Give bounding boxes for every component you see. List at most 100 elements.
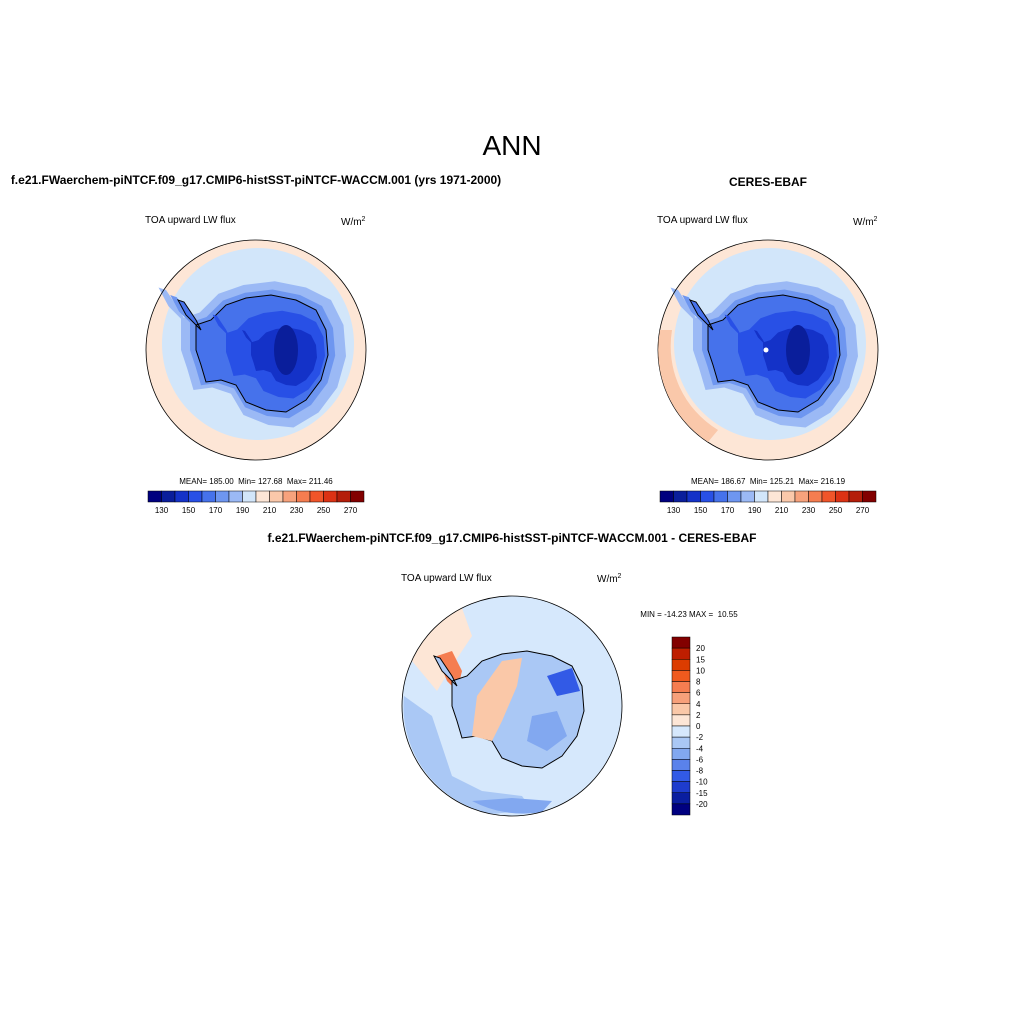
panel-title: CERES-EBAF (729, 175, 807, 189)
colorbar-box (808, 490, 823, 503)
units-label: W/m2 (853, 216, 878, 228)
colorbar-box (671, 703, 691, 716)
colorbar-label: 0 (696, 722, 701, 731)
units-exponent: 2 (874, 216, 878, 223)
colorbar-box (228, 490, 243, 503)
colorbar-label: 150 (694, 506, 708, 515)
stats: MEAN= 185.00 Min= 127.68 Max= 211.46 (179, 477, 333, 486)
variable-label: TOA upward LW flux (145, 215, 236, 226)
colorbar-label: 20 (696, 644, 705, 653)
colorbar-label: 170 (209, 506, 223, 515)
colorbar-box (671, 647, 691, 660)
colorbar-box (671, 803, 691, 816)
units: W/m (341, 217, 362, 228)
colorbar-box (671, 748, 691, 760)
colorbar-box (269, 490, 284, 503)
colorbar-box (673, 490, 688, 503)
colorbar-label: 15 (696, 655, 705, 664)
colorbar-box (686, 490, 701, 503)
units: W/m (853, 217, 874, 228)
colorbar-box (282, 490, 297, 503)
colorbar-label: 210 (263, 506, 277, 515)
colorbar-label: -8 (696, 767, 704, 776)
map (146, 240, 366, 460)
colorbar-box (671, 725, 691, 738)
colorbar-box (336, 490, 351, 503)
panel-title: f.e21.FWaerchem-piNTCF.f09_g17.CMIP6-his… (268, 531, 757, 545)
colorbar-label: -10 (696, 778, 708, 787)
colorbar-box (700, 490, 715, 503)
colorbar-box (255, 490, 270, 503)
colorbar-box (188, 490, 203, 503)
colorbar-box (309, 490, 324, 503)
colorbar-box (659, 490, 674, 503)
colorbar-box (671, 781, 691, 793)
variable-label: TOA upward LW flux (657, 215, 748, 226)
map (401, 595, 623, 817)
colorbar-box (740, 490, 755, 503)
colorbar-box (767, 490, 782, 503)
colorbar-box (671, 636, 691, 649)
colorbar-box (671, 681, 691, 693)
colorbar-box (242, 490, 257, 503)
colorbar-box (147, 490, 162, 503)
units-exponent: 2 (618, 573, 622, 580)
colorbar-label: 250 (317, 506, 331, 515)
stats: MEAN= 186.67 Min= 125.21 Max= 216.19 (691, 477, 846, 486)
colorbar: 130 150 170 190 210 230 250 270 (147, 490, 365, 515)
colorbar-label: 6 (696, 689, 701, 698)
colorbar: 130 150 170 190 210 230 250 270 (659, 490, 877, 515)
colorbar-box (671, 770, 691, 782)
colorbar-box (727, 490, 742, 503)
colorbar-box (671, 659, 691, 671)
colorbar-box (671, 670, 691, 682)
colorbar-box (161, 490, 176, 503)
colorbar-label: 270 (856, 506, 870, 515)
colorbar-label: 4 (696, 700, 701, 709)
colorbar-box (296, 490, 311, 503)
colorbar-box (754, 490, 769, 503)
colorbar-label: -4 (696, 744, 704, 753)
main-title: ANN (482, 130, 541, 161)
colorbar-box (835, 490, 850, 503)
colorbar-label: -15 (696, 789, 708, 798)
colorbar-box (781, 490, 796, 503)
variable-label: TOA upward LW flux (401, 573, 492, 584)
colorbar-box (350, 490, 365, 503)
colorbar-label: 10 (696, 666, 705, 675)
colorbar-label: 190 (236, 506, 250, 515)
units-exponent: 2 (362, 216, 366, 223)
colorbar-label: 230 (802, 506, 816, 515)
panel-title: f.e21.FWaerchem-piNTCF.f09_g17.CMIP6-his… (11, 173, 501, 187)
colorbar-box (671, 759, 691, 771)
colorbar-box (794, 490, 809, 503)
units-label: W/m2 (341, 216, 366, 228)
colorbar-box (821, 490, 836, 503)
stats: MIN = -14.23 MAX = 10.55 (640, 610, 738, 619)
colorbar-label: 170 (721, 506, 735, 515)
colorbar-label: 130 (155, 506, 169, 515)
colorbar-box (174, 490, 189, 503)
colorbar-label: 150 (182, 506, 196, 515)
colorbar-box (215, 490, 230, 503)
colorbar-label: -20 (696, 800, 708, 809)
colorbar-box (848, 490, 863, 503)
colorbar-box (671, 792, 691, 805)
colorbar-label: -6 (696, 755, 704, 764)
colorbar-label: 250 (829, 506, 843, 515)
colorbar-box (323, 490, 338, 503)
colorbar-label: -2 (696, 733, 704, 742)
colorbar-label: 2 (696, 711, 701, 720)
colorbar-box (671, 714, 691, 727)
colorbar-box (713, 490, 728, 503)
units: W/m (597, 574, 618, 585)
colorbar-label: 270 (344, 506, 358, 515)
colorbar-box (671, 692, 691, 704)
colorbar-box (201, 490, 216, 503)
colorbar-box (862, 490, 877, 503)
colorbar-box (671, 736, 691, 749)
map (658, 240, 878, 460)
colorbar-label: 190 (748, 506, 762, 515)
